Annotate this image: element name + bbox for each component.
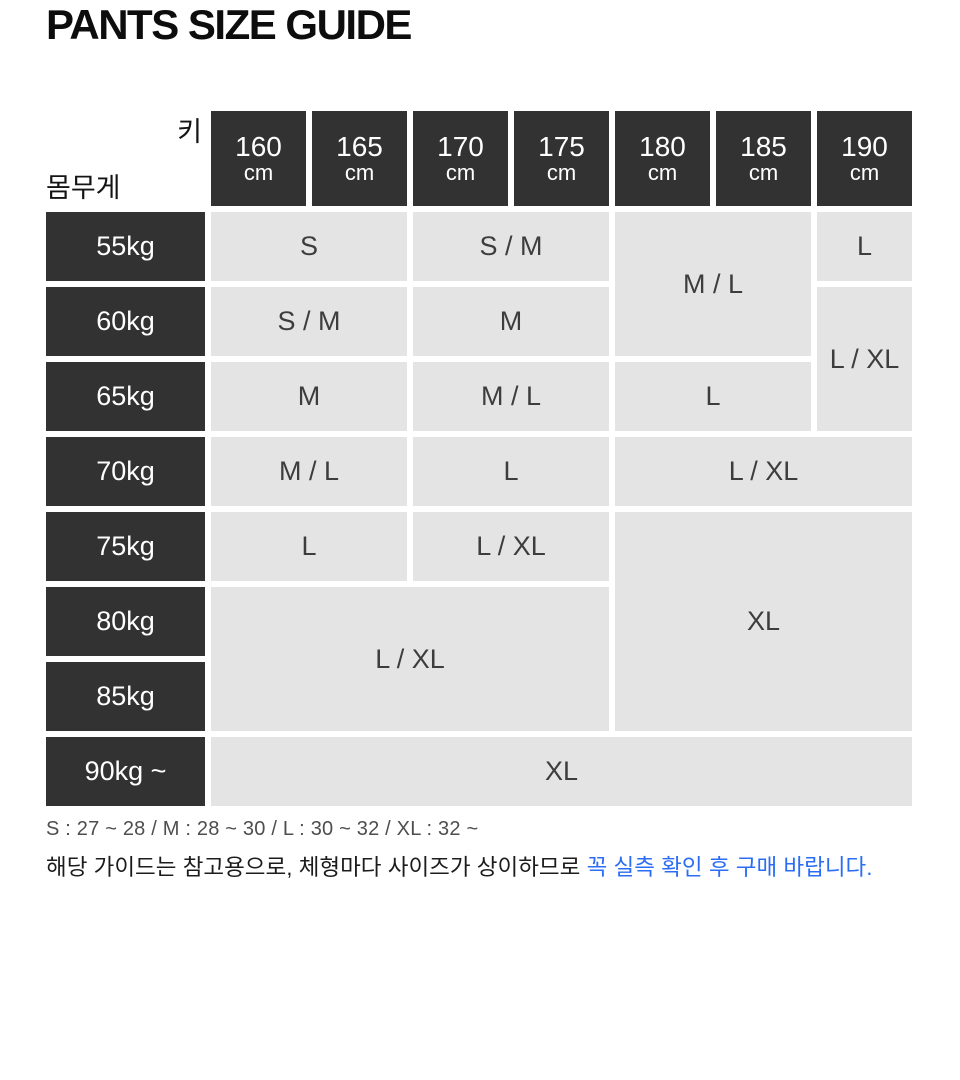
- height-col-header-170: 170 cm: [413, 111, 508, 206]
- page-title: PANTS SIZE GUIDE: [46, 1, 412, 48]
- size-cell: L / XL: [817, 287, 912, 431]
- height-col-header-185: 185 cm: [716, 111, 811, 206]
- size-cell: XL: [211, 737, 912, 806]
- height-unit: cm: [546, 159, 577, 185]
- height-unit: cm: [445, 159, 476, 185]
- size-guide-table: 키 몸무게 160 cm 165 cm 170 cm 175 cm 180 cm 185 cm 190 c…: [46, 111, 912, 806]
- height-value: 185: [740, 131, 787, 162]
- height-unit: cm: [243, 159, 274, 185]
- size-range-legend: S : 27 ~ 28 / M : 28 ~ 30 / L : 30 ~ 32 …: [46, 818, 479, 840]
- size-cell: M / L: [211, 437, 407, 506]
- height-value: 165: [336, 131, 383, 162]
- size-cell: L / XL: [615, 437, 912, 506]
- weight-axis-label: 몸무게: [46, 173, 121, 203]
- weight-row-header-85kg: 85kg: [46, 662, 205, 731]
- weight-row-header-65kg: 65kg: [46, 362, 205, 431]
- size-cell: S / M: [211, 287, 407, 356]
- table-corner-cell: 키 몸무게: [46, 111, 205, 206]
- weight-row-header-75kg: 75kg: [46, 512, 205, 581]
- weight-row-header-80kg: 80kg: [46, 587, 205, 656]
- height-col-header-190: 190 cm: [817, 111, 912, 206]
- height-value: 190: [841, 131, 888, 162]
- size-cell: L: [413, 437, 609, 506]
- size-cell: XL: [615, 512, 912, 731]
- size-cell: L: [211, 512, 407, 581]
- pants-size-guide-page: PANTS SIZE GUIDE 키 몸무게 160 cm 165 cm 170 cm 17…: [46, 1, 960, 882]
- weight-row-header-60kg: 60kg: [46, 287, 205, 356]
- size-cell: M: [413, 287, 609, 356]
- size-cell: L: [615, 362, 811, 431]
- weight-row-header-90kg: 90kg ~: [46, 737, 205, 806]
- height-axis-label: 키: [177, 117, 202, 147]
- height-value: 170: [437, 131, 484, 162]
- size-cell: L: [817, 212, 912, 281]
- guide-notice-text: 해당 가이드는 참고용으로, 체형마다 사이즈가 상이하므로: [46, 855, 587, 880]
- size-cell: L / XL: [211, 587, 609, 731]
- height-unit: cm: [849, 159, 880, 185]
- height-col-header-175: 175 cm: [514, 111, 609, 206]
- guide-notice: 해당 가이드는 참고용으로, 체형마다 사이즈가 상이하므로 꼭 실측 확인 후…: [46, 850, 960, 882]
- size-cell: S: [211, 212, 407, 281]
- height-unit: cm: [344, 159, 375, 185]
- height-col-header-160: 160 cm: [211, 111, 306, 206]
- height-unit: cm: [647, 159, 678, 185]
- height-col-header-165: 165 cm: [312, 111, 407, 206]
- weight-row-header-70kg: 70kg: [46, 437, 205, 506]
- weight-row-header-55kg: 55kg: [46, 212, 205, 281]
- height-unit: cm: [748, 159, 779, 185]
- height-value: 175: [538, 131, 585, 162]
- height-col-header-180: 180 cm: [615, 111, 710, 206]
- size-cell: M / L: [413, 362, 609, 431]
- guide-notice-highlight: 꼭 실측 확인 후 구매 바랍니다.: [586, 855, 873, 880]
- size-cell: L / XL: [413, 512, 609, 581]
- size-cell: S / M: [413, 212, 609, 281]
- height-value: 160: [235, 131, 282, 162]
- height-value: 180: [639, 131, 686, 162]
- size-cell: M / L: [615, 212, 811, 356]
- size-cell: M: [211, 362, 407, 431]
